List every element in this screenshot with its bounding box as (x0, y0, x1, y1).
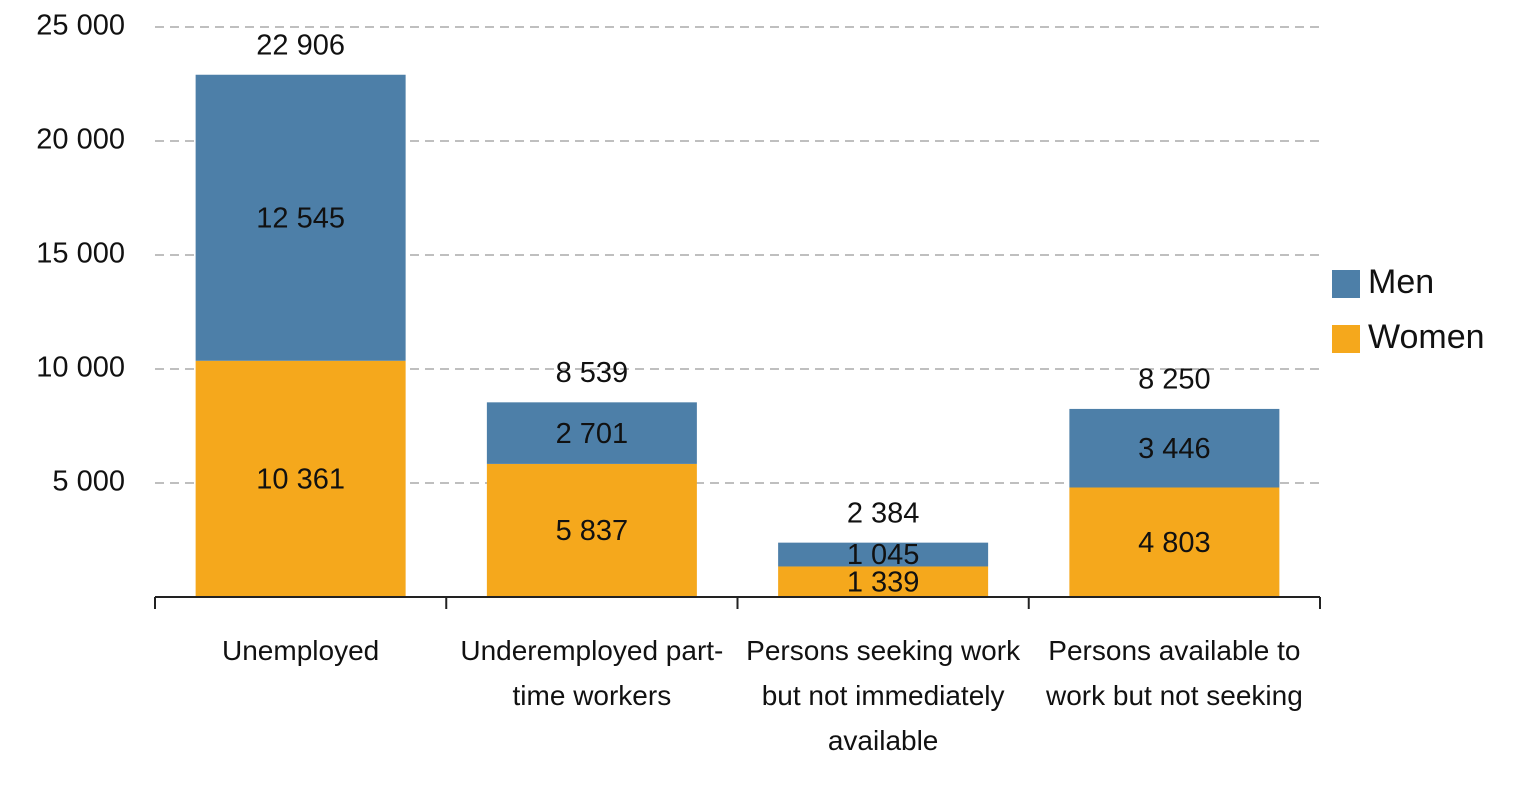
bar-segment (195, 74, 406, 361)
legend-swatch (1332, 270, 1360, 298)
bar-segment (195, 360, 406, 597)
total-label: 8 250 (1138, 364, 1211, 396)
legend-label: Women (1368, 318, 1485, 356)
y-tick-label: 25 000 (36, 10, 125, 42)
bar-segment (1069, 408, 1280, 488)
legend-label: Men (1368, 263, 1434, 301)
data-label: 1 339 (847, 566, 920, 598)
y-tick-label: 20 000 (36, 124, 125, 156)
data-label: 5 837 (556, 515, 629, 547)
total-label: 2 384 (847, 497, 920, 529)
bar-segment (1069, 487, 1280, 597)
y-tick-label: 5 000 (52, 466, 125, 498)
total-label: 22 906 (256, 29, 345, 61)
y-tick-label: 10 000 (36, 352, 125, 384)
data-label: 3 446 (1138, 433, 1211, 465)
legend-swatch (1332, 325, 1360, 353)
y-tick-label: 15 000 (36, 238, 125, 270)
x-tick-label: Unemployed (222, 635, 380, 666)
data-label: 4 803 (1138, 527, 1211, 559)
x-tick-label: Underemployed part-time workers (460, 635, 724, 711)
data-label: 12 545 (256, 202, 345, 234)
bar-segment (486, 463, 697, 597)
total-label: 8 539 (556, 357, 629, 389)
x-tick-label: Persons available to work but not seekin… (1045, 635, 1303, 711)
data-label: 2 701 (556, 418, 629, 450)
bar-segment (778, 566, 989, 597)
x-tick-label: Persons seeking work but not immediately… (746, 635, 1021, 756)
bar-segment (486, 402, 697, 464)
data-label: 10 361 (256, 464, 345, 496)
data-label: 1 045 (847, 539, 920, 571)
bar-segment (778, 542, 989, 567)
